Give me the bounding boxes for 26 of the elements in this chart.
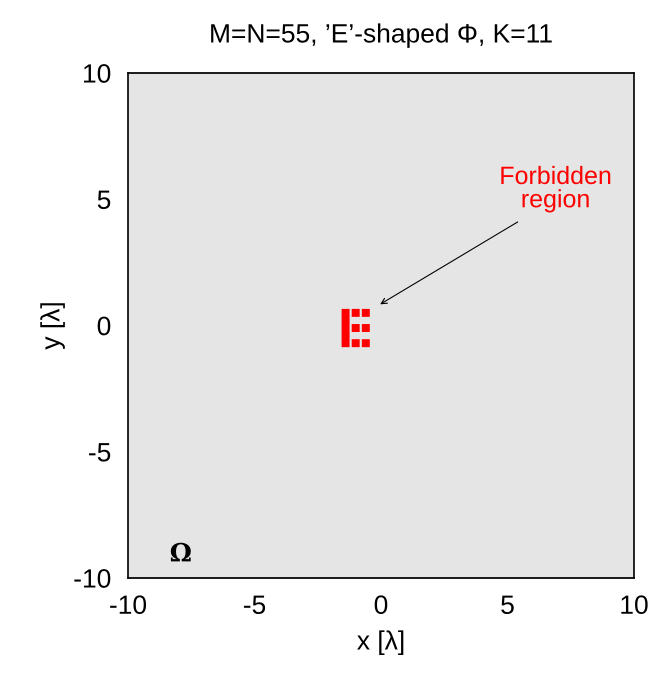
chart-title: M=N=55, ’E’-shaped Φ, K=11 bbox=[211, 23, 552, 48]
annotation: Forbidden region bbox=[501, 166, 610, 212]
x-tick-label: -10 bbox=[110, 595, 146, 614]
x-tick-label: 10 bbox=[621, 595, 648, 614]
point bbox=[342, 339, 350, 348]
point bbox=[352, 308, 360, 317]
point bbox=[342, 308, 350, 317]
y-tick-label: -5 bbox=[89, 443, 110, 462]
x-tick-label: 5 bbox=[501, 596, 514, 614]
y-tick-label: 10 bbox=[84, 64, 110, 83]
point bbox=[342, 324, 350, 332]
point bbox=[362, 324, 370, 332]
band-label: Ω bbox=[170, 542, 191, 562]
point bbox=[342, 316, 350, 324]
x-tick-label: -5 bbox=[244, 596, 266, 614]
y-tick-label: 5 bbox=[98, 190, 110, 210]
point bbox=[362, 339, 370, 348]
point bbox=[362, 308, 370, 317]
y-axis-title: y [λ] bbox=[40, 303, 65, 350]
x-tick-label: 0 bbox=[374, 595, 388, 614]
x-axis-title: x [λ] bbox=[357, 630, 404, 655]
y-tick-label: -10 bbox=[74, 569, 110, 588]
point bbox=[342, 332, 350, 340]
point bbox=[352, 324, 360, 332]
point bbox=[352, 339, 360, 348]
y-tick-label: 0 bbox=[98, 316, 110, 336]
